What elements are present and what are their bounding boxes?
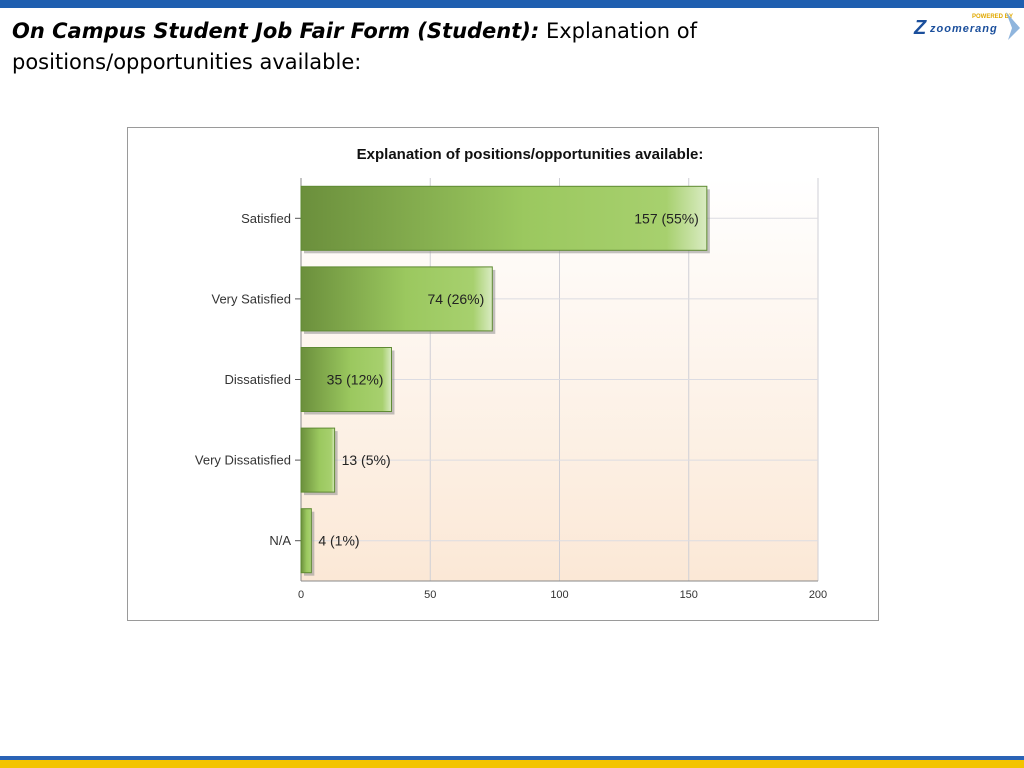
x-tick-label: 100 (550, 589, 568, 601)
logo-tagline: POWERED BY (972, 14, 1013, 20)
bar (300, 347, 392, 412)
bar (300, 185, 708, 251)
category-label: Satisfied (241, 211, 291, 226)
slide-title-rest: Explanation of positions/opportunities a… (12, 19, 698, 74)
logo-wordmark: zoomerang (929, 23, 998, 35)
x-tick-label: 50 (424, 589, 436, 601)
logo-z-mark: Z (913, 17, 927, 39)
slide-title: On Campus Student Job Fair Form (Student… (12, 16, 712, 78)
bar-chart: Explanation of positions/opportunities a… (195, 146, 827, 601)
bar (300, 508, 312, 574)
bar-value-label: 13 (5%) (342, 452, 391, 468)
bar-value-label: 35 (12%) (327, 372, 384, 388)
x-tick-label: 150 (680, 589, 698, 601)
chart-frame: Explanation of positions/opportunities a… (127, 127, 879, 621)
bar-value-label: 157 (55%) (634, 210, 699, 226)
slide-title-bold: On Campus Student Job Fair Form (Student… (12, 19, 540, 43)
x-tick-label: 0 (298, 589, 304, 601)
bottom-accent-bar-blue (0, 756, 1024, 760)
logo-arrow-icon (1006, 12, 1020, 40)
zoomerang-logo: POWERED BY Z zoomerang (913, 12, 1020, 40)
bar-value-label: 4 (1%) (318, 533, 359, 549)
category-label: N/A (269, 533, 291, 548)
chart-title: Explanation of positions/opportunities a… (357, 146, 704, 163)
bar (300, 427, 336, 493)
category-label: Very Dissatisfied (195, 453, 291, 468)
category-label: Dissatisfied (225, 372, 291, 387)
category-label: Very Satisfied (212, 291, 292, 306)
bar (300, 266, 493, 332)
bottom-accent-bar-yellow (0, 760, 1024, 768)
bar-value-label: 74 (26%) (427, 291, 484, 307)
top-accent-bar (0, 0, 1024, 8)
x-tick-label: 200 (809, 589, 827, 601)
